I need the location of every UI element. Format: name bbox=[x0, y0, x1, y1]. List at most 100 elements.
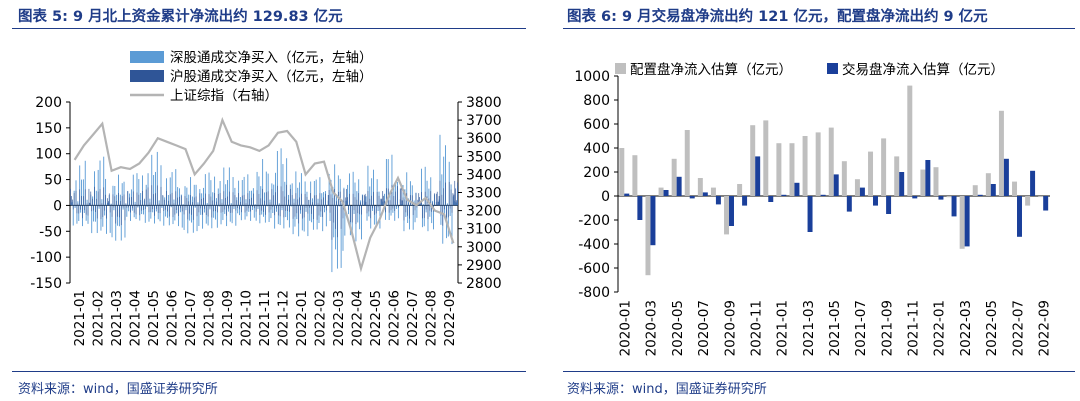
shenzhen-bar bbox=[179, 205, 181, 213]
shanghai-bar bbox=[147, 187, 149, 206]
shanghai-bar bbox=[260, 198, 262, 206]
left-y-tick-label: 50 bbox=[44, 173, 62, 189]
shanghai-bar bbox=[392, 205, 394, 209]
shanghai-bar bbox=[249, 199, 251, 206]
shenzhen-bar bbox=[253, 205, 255, 218]
shanghai-bar bbox=[289, 205, 290, 212]
shanghai-bar bbox=[391, 184, 393, 206]
shanghai-bar bbox=[394, 205, 396, 211]
shanghai-bar bbox=[269, 202, 271, 206]
shenzhen-bar bbox=[284, 181, 286, 206]
shanghai-bar bbox=[215, 205, 216, 212]
shanghai-bar bbox=[247, 193, 249, 206]
shenzhen-bar bbox=[223, 167, 225, 206]
shanghai-bar bbox=[252, 205, 253, 207]
shanghai-bar bbox=[77, 203, 79, 206]
shenzhen-bar bbox=[293, 198, 295, 206]
shenzhen-bar bbox=[359, 205, 361, 230]
shenzhen-bar bbox=[230, 203, 232, 206]
shanghai-bar bbox=[265, 192, 267, 206]
shenzhen-bar bbox=[227, 180, 228, 206]
shanghai-bar bbox=[401, 200, 403, 206]
shanghai-bar bbox=[74, 205, 76, 207]
shanghai-bar bbox=[275, 192, 276, 206]
shanghai-bar bbox=[175, 191, 177, 206]
shanghai-bar bbox=[168, 205, 170, 217]
shanghai-bar bbox=[72, 205, 74, 210]
right-legend-swatch bbox=[827, 63, 838, 74]
shanghai-bar bbox=[395, 191, 396, 206]
shanghai-bar bbox=[82, 205, 83, 219]
shenzhen-bar bbox=[354, 182, 356, 206]
left-y-tick-label: 150 bbox=[35, 121, 62, 137]
shenzhen-bar bbox=[218, 205, 220, 207]
shanghai-bar bbox=[427, 205, 429, 220]
shanghai-bar bbox=[398, 205, 399, 208]
allocation-bar bbox=[972, 185, 978, 196]
shenzhen-bar bbox=[94, 205, 96, 222]
shanghai-bar bbox=[150, 205, 152, 212]
shanghai-bar bbox=[71, 196, 72, 206]
left-x-tick-label: 2021-08 bbox=[202, 290, 218, 346]
shenzhen-bar bbox=[290, 205, 292, 207]
shanghai-bar bbox=[456, 200, 457, 206]
shanghai-bar bbox=[156, 185, 158, 206]
shanghai-bar bbox=[199, 193, 201, 206]
shanghai-bar bbox=[133, 205, 135, 213]
right-chart-x-tick-label: 2020-07 bbox=[696, 300, 712, 356]
shenzhen-bar bbox=[160, 165, 162, 206]
shanghai-bar bbox=[206, 204, 208, 206]
right-chart-x-tick-label: 2022-01 bbox=[932, 300, 948, 356]
shenzhen-bar bbox=[260, 186, 262, 206]
shenzhen-bar bbox=[202, 205, 204, 229]
shenzhen-bar bbox=[307, 205, 309, 237]
shanghai-bar bbox=[129, 197, 130, 206]
shanghai-bar bbox=[171, 192, 173, 206]
shenzhen-bar bbox=[309, 205, 311, 221]
trading-bar bbox=[689, 196, 695, 199]
shenzhen-bar bbox=[167, 195, 169, 206]
left-y-tick-label: -50 bbox=[39, 224, 62, 240]
shanghai-bar bbox=[105, 194, 106, 206]
shanghai-bar bbox=[322, 205, 323, 217]
allocation-bar bbox=[959, 196, 965, 249]
shanghai-bar bbox=[349, 193, 350, 206]
shanghai-bar bbox=[107, 198, 108, 206]
allocation-bar bbox=[920, 169, 926, 196]
shanghai-bar bbox=[329, 205, 331, 213]
shenzhen-bar bbox=[276, 205, 277, 212]
shanghai-bar bbox=[271, 189, 273, 206]
shanghai-bar bbox=[70, 188, 71, 206]
shanghai-bar bbox=[270, 205, 272, 210]
shenzhen-bar bbox=[79, 165, 81, 206]
shenzhen-bar bbox=[173, 199, 175, 206]
shanghai-bar bbox=[377, 205, 379, 208]
shanghai-bar bbox=[414, 205, 416, 211]
shanghai-bar bbox=[365, 201, 367, 206]
shenzhen-bar bbox=[193, 184, 195, 206]
shanghai-bar bbox=[309, 205, 311, 208]
shanghai-bar bbox=[79, 189, 81, 206]
right-chart-y-tick-label: 800 bbox=[583, 93, 610, 109]
allocation-bar bbox=[881, 138, 887, 196]
shanghai-bar bbox=[440, 205, 442, 216]
shenzhen-bar bbox=[116, 194, 118, 206]
trading-bar bbox=[977, 194, 983, 196]
shenzhen-bar bbox=[177, 187, 179, 206]
shanghai-bar bbox=[326, 205, 327, 211]
shenzhen-bar bbox=[402, 185, 404, 206]
shenzhen-bar bbox=[340, 205, 342, 268]
shanghai-bar bbox=[172, 205, 174, 218]
shenzhen-bar bbox=[394, 205, 396, 221]
right-chart-x-tick-label: 2022-05 bbox=[984, 300, 1000, 356]
shanghai-bar bbox=[279, 205, 281, 217]
shanghai-bar bbox=[356, 199, 358, 206]
shanghai-bar bbox=[399, 188, 401, 206]
shanghai-bar bbox=[132, 205, 133, 209]
allocation-bar bbox=[985, 173, 991, 196]
shenzhen-bar bbox=[241, 180, 243, 206]
shenzhen-bar bbox=[144, 205, 146, 223]
shanghai-bar bbox=[86, 203, 88, 206]
trading-bar bbox=[925, 160, 931, 196]
shanghai-bar bbox=[168, 200, 169, 206]
